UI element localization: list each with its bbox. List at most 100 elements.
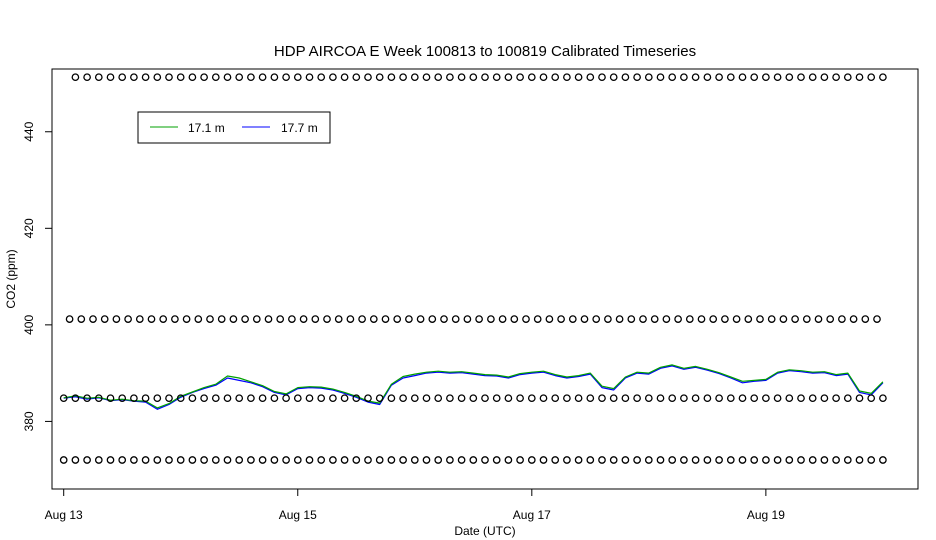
calibration-point <box>176 456 185 464</box>
calibration-point <box>135 315 144 323</box>
calibration-point <box>879 394 887 403</box>
calibration-point <box>270 456 279 464</box>
calibration-point <box>305 73 314 82</box>
calibration-point <box>434 73 443 82</box>
y-tick-label: 380 <box>22 411 36 431</box>
calibration-point <box>130 456 138 464</box>
calibration-point <box>609 73 618 82</box>
calibration-point <box>252 315 261 323</box>
calibration-point <box>387 73 396 82</box>
calibration-point <box>305 456 314 464</box>
calibration-point <box>200 394 208 403</box>
calibration-point <box>141 73 150 82</box>
calibration-point <box>165 394 173 403</box>
calibration-point <box>627 315 636 323</box>
calibration-point <box>516 456 524 464</box>
calibration-point <box>311 315 320 323</box>
calibration-point <box>756 315 764 323</box>
calibration-point <box>873 315 881 323</box>
calibration-point <box>293 394 302 403</box>
calibration-point <box>797 73 805 82</box>
calibration-point <box>346 315 355 323</box>
calibration-point <box>820 456 829 464</box>
calibration-point <box>516 73 524 82</box>
calibration-point <box>200 456 208 464</box>
calibration-point <box>808 394 817 403</box>
calibration-point <box>504 73 513 82</box>
calibration-point <box>539 73 548 82</box>
calibration-point <box>247 73 255 82</box>
calibration-point <box>481 394 489 403</box>
calibration-point <box>773 73 782 82</box>
calibration-point <box>451 315 460 323</box>
calibration-point <box>750 456 759 464</box>
calibration-point <box>410 73 419 82</box>
calibration-point <box>176 394 185 403</box>
calibration-point <box>832 73 840 82</box>
calibration-point <box>364 394 372 403</box>
calibration-point <box>487 315 495 323</box>
calibration-point <box>832 394 840 403</box>
calibration-point <box>334 315 343 323</box>
calibration-point <box>446 394 454 403</box>
calibration-point <box>685 315 694 323</box>
calibration-point <box>545 315 554 323</box>
calibration-point <box>715 394 723 403</box>
calibration-point <box>130 394 138 403</box>
calibration-point <box>211 456 220 464</box>
calibration-point <box>387 456 396 464</box>
calibration-point <box>200 73 208 82</box>
calibration-point <box>282 394 290 403</box>
calibration-point <box>124 315 132 323</box>
calibration-point <box>217 315 226 323</box>
calibration-point <box>861 315 870 323</box>
calibration-point <box>165 73 173 82</box>
calibration-point <box>563 456 571 464</box>
calibration-point <box>762 456 770 464</box>
calibration-point <box>340 456 349 464</box>
calibration-point <box>410 394 419 403</box>
calibration-point <box>112 315 121 323</box>
calibration-point <box>773 394 782 403</box>
calibration-point <box>633 456 641 464</box>
calibration-point <box>621 73 630 82</box>
calibration-point <box>94 394 103 403</box>
calibration-point <box>563 394 571 403</box>
y-tick-label: 440 <box>22 121 36 141</box>
calibration-point <box>89 315 97 323</box>
calibration-point <box>369 315 378 323</box>
calibration-point <box>83 456 91 464</box>
calibration-point <box>235 394 244 403</box>
calibration-point <box>83 73 91 82</box>
calibration-point <box>446 456 454 464</box>
calibration-point <box>498 315 507 323</box>
calibration-point <box>879 73 887 82</box>
calibration-point <box>381 315 390 323</box>
calibration-point <box>563 73 571 82</box>
calibration-point <box>293 73 302 82</box>
calibration-point <box>375 73 384 82</box>
chart-title: HDP AIRCOA E Week 100813 to 100819 Calib… <box>274 43 696 60</box>
calibration-point <box>71 394 80 403</box>
calibration-point <box>855 394 864 403</box>
calibration-point <box>188 73 197 82</box>
calibration-point <box>633 394 641 403</box>
series-line-17-7-m <box>63 365 884 410</box>
calibration-point <box>750 73 759 82</box>
calibration-point <box>440 315 448 323</box>
x-tick-label: Aug 13 <box>45 508 83 522</box>
calibration-point <box>551 73 560 82</box>
legend-label-17-1m: 17.1 m <box>188 121 225 135</box>
calibration-point <box>457 394 466 403</box>
calibration-point <box>247 394 255 403</box>
calibration-point <box>510 315 519 323</box>
calibration-point <box>71 73 80 82</box>
calibration-point <box>820 394 829 403</box>
x-axis-label: Date (UTC) <box>454 524 515 538</box>
calibration-point <box>153 456 162 464</box>
calibration-point <box>574 456 583 464</box>
calibration-point <box>340 394 349 403</box>
points-layer <box>59 73 887 464</box>
calibration-point <box>59 394 68 403</box>
